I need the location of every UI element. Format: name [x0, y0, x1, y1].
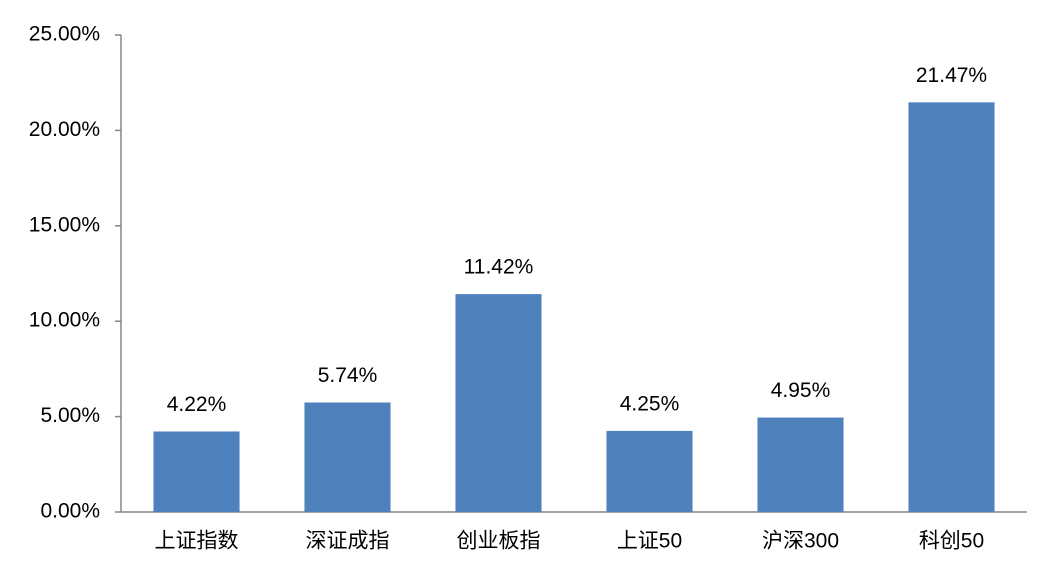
- x-tick-label: 科创50: [919, 530, 984, 553]
- bar: [908, 102, 995, 512]
- x-tick-label: 创业板指: [457, 530, 541, 553]
- x-tick-label: 沪深300: [762, 530, 839, 553]
- data-label: 5.74%: [318, 364, 378, 387]
- bar: [606, 430, 693, 512]
- bar: [757, 417, 844, 512]
- data-label: 4.22%: [167, 393, 227, 416]
- data-label: 4.25%: [620, 392, 680, 415]
- x-tick-label: 上证50: [617, 530, 682, 553]
- y-tick-label: 10.00%: [29, 309, 100, 332]
- data-label: 4.95%: [771, 379, 831, 402]
- x-tick-label: 上证指数: [155, 530, 239, 553]
- y-tick-label: 0.00%: [40, 500, 100, 523]
- data-label: 21.47%: [916, 64, 987, 87]
- y-tick-label: 20.00%: [29, 118, 100, 141]
- data-label: 11.42%: [464, 256, 534, 279]
- bar: [455, 294, 542, 512]
- bar: [153, 431, 240, 512]
- bar: [304, 402, 391, 512]
- x-tick-label: 深证成指: [306, 530, 390, 553]
- y-tick-label: 15.00%: [29, 213, 100, 236]
- y-tick-label: 5.00%: [40, 404, 100, 427]
- y-tick-label: 25.00%: [29, 23, 100, 46]
